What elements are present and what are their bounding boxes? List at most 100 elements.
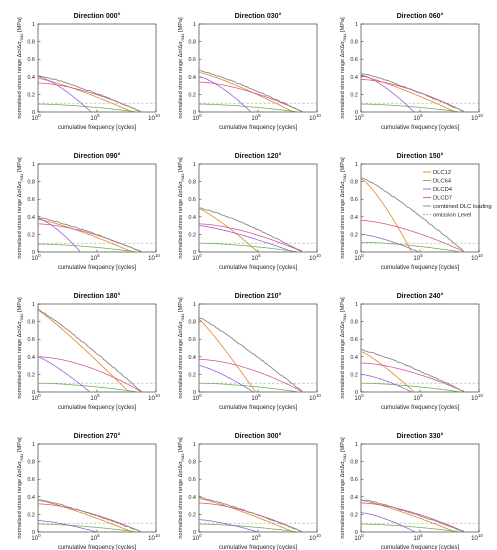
series-dlcd4 <box>37 218 81 253</box>
panel-3: Direction 090° 0 0.2 0.4 0.6 0.8 1 100 105 1010 cu… <box>17 152 160 271</box>
panel-9: Direction 270° 0 0.2 0.4 0.6 0.8 1 100 105 1010 cu… <box>17 432 160 550</box>
x-axis-label: cumulative frequency [cycles] <box>381 545 460 550</box>
x-tick-label: 105 <box>90 533 100 542</box>
y-tick-label: 0.6 <box>188 57 196 63</box>
x-tick-label: 105 <box>251 113 261 122</box>
y-tick-label: 0.6 <box>350 197 358 203</box>
panel-2: Direction 060° 0 0.2 0.4 0.6 0.8 1 100 105 1010 cu… <box>340 12 483 131</box>
panel-6: Direction 180° 0 0.2 0.4 0.6 0.8 1 100 105 1010 cu… <box>17 292 160 411</box>
series-dlc12 <box>37 499 133 533</box>
y-tick-label: 1 <box>355 302 358 308</box>
y-tick-label: 0 <box>32 110 35 116</box>
series-dlc12 <box>198 318 256 393</box>
y-tick-label: 0.2 <box>350 92 358 98</box>
y-tick-label: 0.2 <box>27 512 35 518</box>
y-tick-label: 0.2 <box>188 232 196 238</box>
series-combined <box>198 207 304 253</box>
series-dlcd4 <box>198 225 294 253</box>
panel-title: Direction 000° <box>74 12 121 20</box>
legend-label: DLCD7 <box>433 196 452 202</box>
y-tick-label: 0.8 <box>188 180 196 186</box>
y-axis-label: normalised stress range Δσ/Δσmax [MPa] <box>17 437 24 539</box>
series-dlc64 <box>198 382 300 393</box>
series-dlcd7 <box>198 502 303 533</box>
y-tick-label: 0.4 <box>188 215 196 221</box>
series-dlcd7 <box>37 223 142 253</box>
y-tick-label: 0.6 <box>27 477 35 483</box>
x-tick-label: 100 <box>192 113 202 122</box>
y-axis-label: normalised stress range Δσ/Δσmax [MPa] <box>17 297 24 399</box>
panel-10: Direction 300° 0 0.2 0.4 0.6 0.8 1 100 105 1010 cu… <box>178 432 321 550</box>
y-axis-label: normalised stress range Δσ/Δσmax [MPa] <box>17 17 24 119</box>
y-axis-label: normalised stress range Δσ/Δσmax [MPa] <box>340 437 347 539</box>
y-tick-label: 0.6 <box>350 337 358 343</box>
series-combined <box>360 499 466 533</box>
y-tick-label: 0.4 <box>350 75 358 81</box>
series-dlc64 <box>37 523 139 533</box>
series-dlc12 <box>360 499 456 533</box>
series-combined <box>37 75 142 113</box>
x-axis-label: cumulative frequency [cycles] <box>58 265 137 271</box>
series-dlcd7 <box>37 356 143 393</box>
legend-label: DLC12 <box>433 170 451 176</box>
series-combined <box>360 176 466 253</box>
series-dlcd4 <box>37 356 91 393</box>
x-axis-label: cumulative frequency [cycles] <box>219 125 298 131</box>
series-dlcd7 <box>360 219 465 253</box>
y-tick-label: 0.6 <box>188 337 196 343</box>
y-tick-label: 0.4 <box>350 355 358 361</box>
y-tick-label: 0.2 <box>188 92 196 98</box>
x-tick-label: 100 <box>192 533 202 542</box>
series-combined <box>37 217 143 253</box>
x-tick-label: 100 <box>354 533 364 542</box>
y-tick-label: 0.2 <box>27 372 35 378</box>
y-tick-label: 0.2 <box>350 232 358 238</box>
series-dlc12 <box>360 178 413 253</box>
panel-title: Direction 060° <box>397 12 444 20</box>
y-tick-label: 0.2 <box>350 372 358 378</box>
x-tick-label: 1010 <box>309 533 321 542</box>
series-dlc12 <box>198 498 294 533</box>
y-axis-label: normalised stress range Δσ/Δσmax [MPa] <box>17 157 24 259</box>
y-tick-label: 1 <box>32 162 35 168</box>
series-dlcd7 <box>198 223 303 253</box>
x-tick-label: 105 <box>251 253 261 262</box>
x-tick-label: 100 <box>354 393 364 402</box>
y-tick-label: 0.8 <box>350 40 358 46</box>
legend-label: DLCD4 <box>433 187 453 193</box>
panel-0: Direction 000° 0 0.2 0.4 0.6 0.8 1 100 105 1010 cu… <box>17 12 160 131</box>
series-dlc12 <box>198 72 294 113</box>
legend-label: omission Level <box>433 213 471 219</box>
panel-title: Direction 090° <box>74 152 121 160</box>
y-tick-label: 0.2 <box>188 512 196 518</box>
y-tick-label: 1 <box>193 22 196 28</box>
y-tick-label: 0.8 <box>188 40 196 46</box>
y-tick-label: 0 <box>355 110 358 116</box>
x-tick-label: 105 <box>413 253 423 262</box>
y-axis-label: normalised stress range Δσ/Δσmax [MPa] <box>340 157 347 259</box>
y-tick-label: 0.4 <box>27 75 35 81</box>
x-tick-label: 100 <box>192 253 202 262</box>
x-tick-label: 100 <box>354 113 364 122</box>
series-combined <box>37 499 142 533</box>
series-combined <box>198 497 303 533</box>
x-tick-label: 1010 <box>471 113 483 122</box>
x-tick-label: 100 <box>31 393 41 402</box>
series-combined <box>360 72 466 113</box>
y-tick-label: 0.6 <box>350 477 358 483</box>
y-tick-label: 0.8 <box>188 320 196 326</box>
y-tick-label: 0.2 <box>188 372 196 378</box>
series-dlcd4 <box>37 76 92 113</box>
series-dlc64 <box>360 523 462 533</box>
y-axis-label: normalised stress range Δσ/Δσmax [MPa] <box>178 17 185 119</box>
series-dlcd4 <box>360 74 415 113</box>
x-tick-label: 1010 <box>471 533 483 542</box>
series-dlcd7 <box>198 81 303 113</box>
axes-box <box>198 163 318 253</box>
x-tick-label: 1010 <box>309 113 321 122</box>
y-tick-label: 1 <box>355 162 358 168</box>
y-tick-label: 1 <box>32 442 35 448</box>
axes-box <box>37 163 157 253</box>
axes-box <box>198 443 318 533</box>
